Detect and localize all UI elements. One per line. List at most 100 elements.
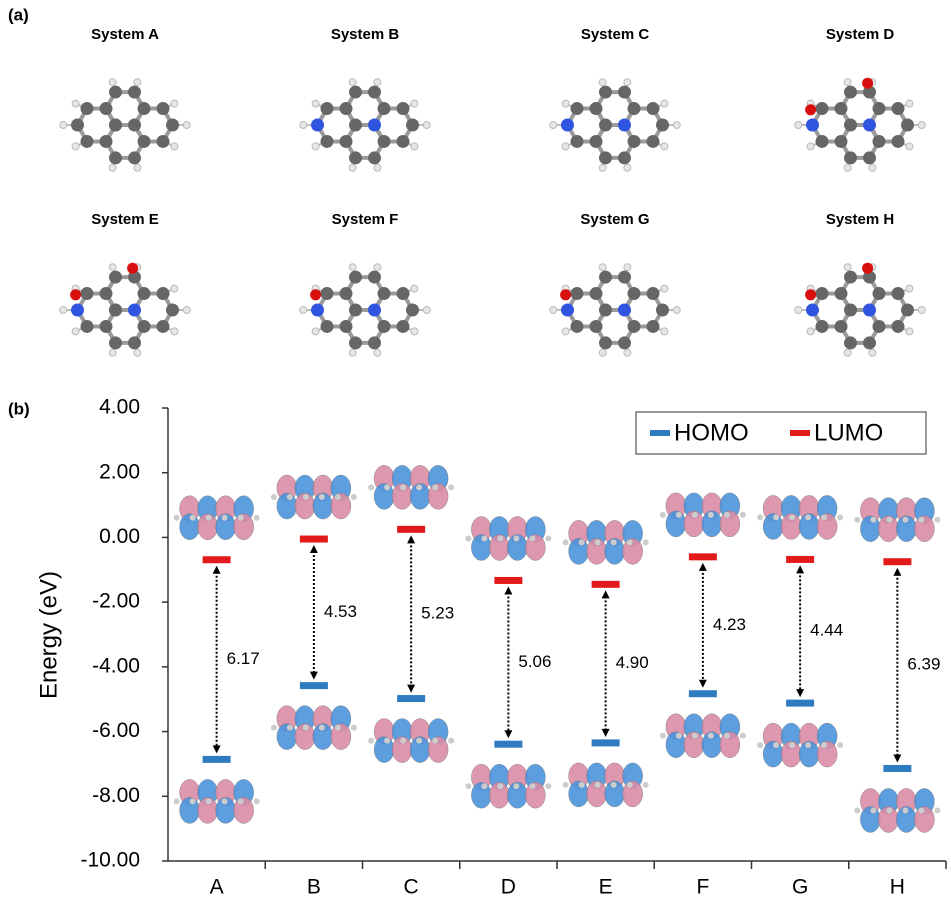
- hydrogen: [918, 307, 925, 314]
- atom: [816, 135, 829, 148]
- orbital: [465, 764, 551, 808]
- atom: [222, 515, 228, 521]
- atom: [844, 336, 857, 349]
- gap-label: 6.17: [227, 649, 260, 668]
- hydrogen: [807, 143, 814, 150]
- atom: [835, 102, 848, 115]
- level: [689, 690, 717, 697]
- hydrogen: [60, 122, 67, 129]
- lobe: [331, 724, 351, 750]
- atom: [873, 320, 886, 333]
- atom: [628, 102, 641, 115]
- atom: [303, 494, 309, 500]
- orbital: [563, 763, 649, 807]
- hydrogen: [599, 349, 606, 356]
- hydrogen: [134, 349, 141, 356]
- atom: [918, 807, 924, 813]
- gap-label: 5.06: [518, 652, 551, 671]
- hydrogen: [661, 328, 668, 335]
- lobe: [763, 741, 783, 767]
- atom: [157, 102, 170, 115]
- legend-label: HOMO: [674, 419, 749, 446]
- lobe: [914, 516, 934, 542]
- orbital: [563, 520, 649, 564]
- x-tick-label: B: [307, 876, 321, 899]
- orbital: [854, 498, 940, 542]
- hydrogen: [795, 122, 802, 129]
- hydrogen: [183, 122, 190, 129]
- atom: [416, 738, 422, 744]
- atom: [271, 494, 277, 500]
- oxygen: [127, 263, 138, 274]
- atom: [647, 320, 660, 333]
- atom: [863, 336, 876, 349]
- atom: [287, 494, 293, 500]
- atom: [934, 807, 940, 813]
- atom: [773, 514, 779, 520]
- atom: [368, 119, 381, 132]
- hydrogen: [411, 143, 418, 150]
- x-tick-label: E: [599, 876, 613, 899]
- atom: [465, 783, 471, 789]
- orbital: [660, 493, 746, 537]
- atom: [561, 304, 574, 317]
- lobe: [525, 534, 545, 560]
- atom: [708, 512, 714, 518]
- oxygen: [805, 289, 816, 300]
- y-tick-label: -4.00: [92, 654, 140, 677]
- hydrogen: [807, 328, 814, 335]
- oxygen: [862, 78, 873, 89]
- hydrogen: [624, 349, 631, 356]
- hydrogen: [844, 264, 851, 271]
- atom: [349, 271, 362, 284]
- atom: [321, 135, 334, 148]
- atom: [844, 304, 857, 317]
- atom: [351, 725, 357, 731]
- atom: [590, 102, 603, 115]
- hydrogen: [906, 328, 913, 335]
- atom: [254, 515, 260, 521]
- atom: [571, 135, 584, 148]
- atom: [870, 807, 876, 813]
- level: [592, 739, 620, 746]
- atom: [368, 304, 381, 317]
- atom: [789, 514, 795, 520]
- atom: [611, 782, 617, 788]
- arrow-head: [310, 672, 318, 680]
- atom: [660, 512, 666, 518]
- atom: [238, 515, 244, 521]
- atom: [805, 742, 811, 748]
- atom: [757, 514, 763, 520]
- atom: [81, 102, 94, 115]
- hydrogen: [423, 122, 430, 129]
- atom: [918, 517, 924, 523]
- lobe: [180, 514, 200, 540]
- x-tick-label: C: [404, 876, 419, 899]
- arrow-head: [699, 680, 707, 688]
- atom: [595, 782, 601, 788]
- atom: [128, 151, 141, 164]
- atom: [618, 119, 631, 132]
- arrow-head: [213, 566, 221, 574]
- atom: [844, 271, 857, 284]
- hydrogen: [661, 100, 668, 107]
- atom: [863, 151, 876, 164]
- atom: [368, 484, 374, 490]
- atom: [190, 515, 196, 521]
- atom: [618, 304, 631, 317]
- arrow-head: [407, 685, 415, 693]
- hydrogen: [349, 264, 356, 271]
- hydrogen: [134, 164, 141, 171]
- lobe: [277, 724, 297, 750]
- system-title: System B: [331, 26, 400, 43]
- atom: [708, 733, 714, 739]
- atom: [432, 738, 438, 744]
- y-axis-label: Energy (eV): [35, 571, 62, 699]
- hydrogen: [109, 264, 116, 271]
- atom: [128, 119, 141, 132]
- atom: [618, 271, 631, 284]
- atom: [676, 512, 682, 518]
- atom: [138, 102, 151, 115]
- atom: [138, 135, 151, 148]
- hydrogen: [72, 143, 79, 150]
